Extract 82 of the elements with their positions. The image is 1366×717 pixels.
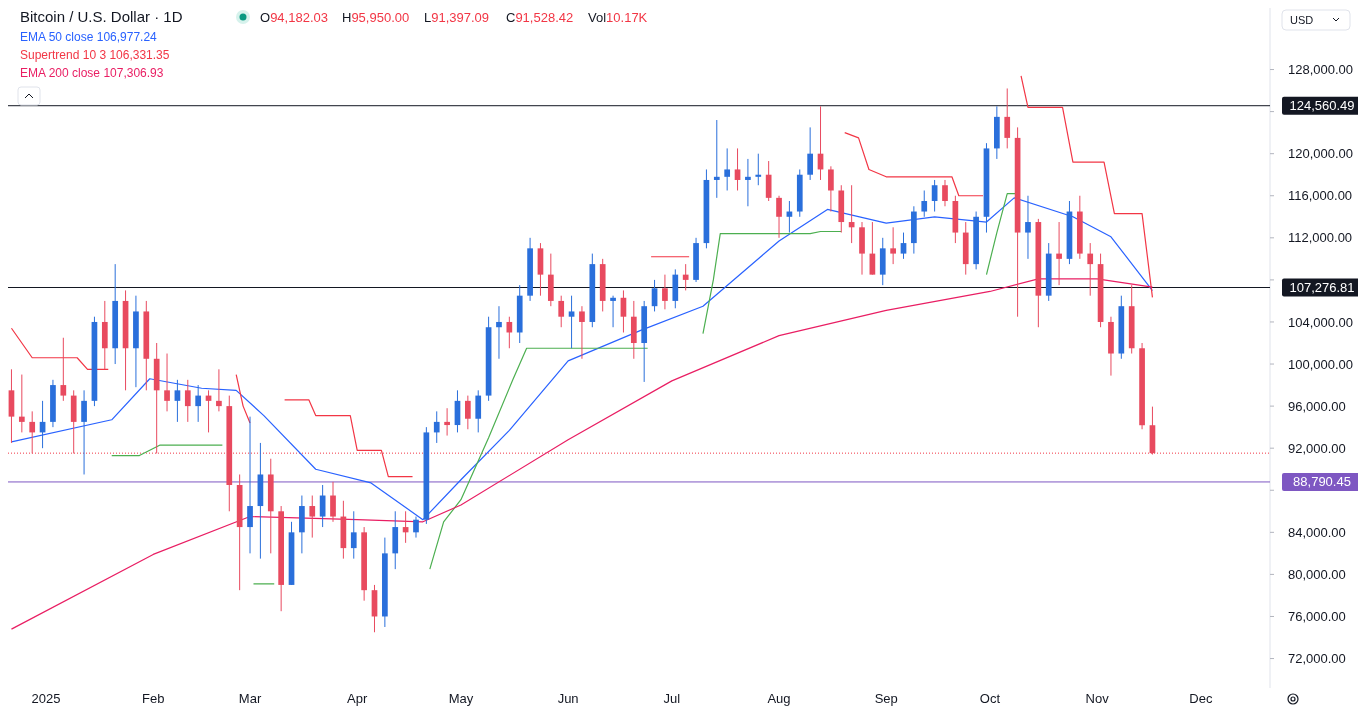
candlestick (713, 119, 720, 199)
candlestick (1025, 195, 1031, 260)
candlestick (216, 368, 222, 412)
candlestick (745, 158, 751, 207)
ref-line-label: 88,790.45 (1293, 474, 1351, 490)
text: EMA 200 close 107,306.93 (20, 66, 164, 80)
candlestick (1056, 221, 1062, 286)
candlestick (496, 305, 502, 360)
candlestick (1087, 242, 1094, 297)
ref-line-label: 124,560.49 (1289, 98, 1355, 114)
candlestick (662, 274, 668, 310)
candlestick (921, 189, 928, 218)
y-tick-label: 80,000.00 (1288, 566, 1346, 582)
candlestick (568, 295, 575, 349)
text: EMA 50 close 106,977.24 (20, 30, 158, 44)
candlestick (579, 305, 585, 360)
annotation: L91,397.09 (424, 10, 490, 25)
candlestick (413, 516, 419, 539)
y-tick-label: 84,000.00 (1288, 524, 1346, 540)
x-tick-label: Mar (238, 691, 262, 706)
candlestick (900, 232, 907, 260)
candlestick (890, 226, 896, 265)
text: USD (1290, 14, 1314, 26)
candlestick (1004, 87, 1011, 149)
x-tick-label: Feb (142, 691, 165, 706)
candlestick (776, 195, 782, 239)
candlestick (610, 295, 616, 328)
annotation: C91,528.42 (506, 10, 574, 25)
x-tick-label: 2025 (31, 691, 61, 706)
y-tick-label: 76,000.00 (1288, 609, 1346, 625)
y-tick-label: 72,000.00 (1288, 651, 1346, 667)
annotation: Vol10.17K (588, 10, 648, 25)
candlestick (29, 410, 36, 454)
x-tick-label: Jun (557, 691, 579, 706)
candlestick (433, 410, 440, 444)
line-series (10, 278, 1154, 630)
candlestick (807, 126, 813, 181)
annotation: H95,950.00 (342, 10, 410, 25)
candlestick (247, 416, 253, 554)
candlestick (682, 263, 689, 291)
x-tick-label: Dec (1189, 691, 1213, 706)
chart-title: Bitcoin / U.S. Dollar · 1D (20, 8, 183, 25)
candlestick (475, 389, 482, 433)
candlestick (724, 147, 731, 191)
candlestick (444, 407, 450, 437)
candlestick (734, 147, 741, 191)
x-tick-label: Oct (979, 691, 1001, 706)
candlestick (942, 179, 948, 207)
candlestick (164, 353, 170, 412)
y-tick-label: 116,000.00 (1288, 188, 1353, 204)
candlestick (558, 295, 565, 328)
y-tick-label: 92,000.00 (1288, 440, 1346, 456)
candlestick (350, 510, 357, 560)
annotation: O94,182.03 (260, 10, 328, 25)
line-series (10, 197, 1154, 521)
candlestick (60, 337, 67, 402)
y-tick-label: 100,000.00 (1288, 356, 1354, 372)
candlestick (828, 165, 834, 213)
candlestick (174, 379, 181, 423)
y-tick-label: 96,000.00 (1288, 398, 1346, 414)
candlestick (465, 395, 471, 430)
y-tick-label: 128,000.00 (1288, 62, 1354, 78)
candlestick (81, 389, 87, 475)
x-tick-label: Jul (663, 691, 681, 706)
candlestick (18, 374, 25, 433)
x-tick-label: May (448, 691, 474, 706)
text: Supertrend 10 3 106,331.35 (20, 48, 170, 62)
x-tick-label: Nov (1085, 691, 1110, 706)
ref-line-label: 107,276.81 (1289, 280, 1355, 296)
candlestick (506, 316, 513, 349)
y-tick-label: 120,000.00 (1288, 146, 1354, 162)
x-tick-label: Aug (767, 691, 791, 706)
candlestick (765, 160, 772, 202)
y-tick-label: 104,000.00 (1288, 314, 1354, 330)
candlestick (195, 384, 202, 423)
candlestick (755, 153, 762, 186)
x-tick-label: Apr (347, 691, 368, 706)
candlestick (330, 481, 336, 523)
y-tick-label: 112,000.00 (1288, 230, 1353, 246)
candlestick (184, 379, 191, 423)
candlestick (309, 495, 316, 539)
x-tick-label: Sep (874, 691, 898, 706)
